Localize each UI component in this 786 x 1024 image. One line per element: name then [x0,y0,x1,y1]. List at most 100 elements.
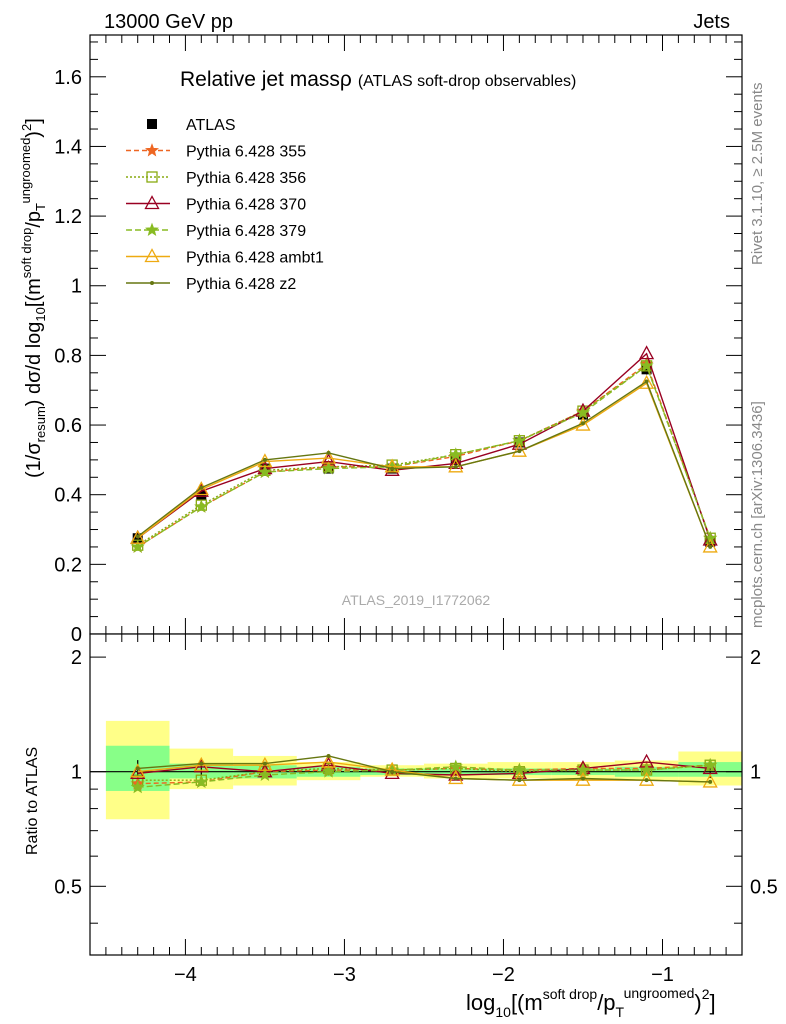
y-tick-label: 1.2 [54,206,82,228]
ratio-point [326,753,331,758]
series-line-p356 [137,364,711,546]
x-tick-label: −3 [333,964,356,986]
data-point [638,374,655,389]
ratio-point [511,771,527,786]
ratio-plot-area [90,634,742,955]
data-point [130,529,146,544]
ratio-point [638,771,655,786]
x-tick-label: −4 [174,964,197,986]
main-plot-area [90,35,742,634]
y-tick-label: 0.2 [54,554,82,576]
ratio-point [130,765,146,780]
x-tick-label: −2 [492,964,515,986]
data-point [702,538,718,553]
legend-marker [145,222,159,236]
ratio-line-z2 [137,755,711,783]
y-tick-label: 0.6 [54,415,82,437]
ratio-point [580,776,585,781]
data-point [708,544,713,549]
data-point [390,466,395,471]
data-point [580,421,585,426]
data-point [644,379,649,384]
series-line-z2 [137,380,711,548]
legend-label: Pythia 6.428 379 [186,223,306,240]
ratio-y-tick-label: 0.5 [54,876,82,898]
analysis-watermark: ATLAS_2019_I1772062 [342,592,491,608]
data-point [199,485,204,490]
legend-entry-p355: Pythia 6.428 355 [126,143,306,161]
ratio-point [703,757,718,772]
header-right: Jets [693,11,730,33]
data-point [326,450,331,455]
data-point [448,447,463,461]
legend-marker [144,248,160,263]
legend-marker [145,143,159,157]
legend-marker [147,119,157,129]
data-point [517,449,522,454]
data-point [257,464,272,478]
data-point [262,457,267,462]
ratio-y-axis-label: Ratio to ATLAS [24,747,41,855]
data-point [705,536,716,547]
ratio-point [130,779,145,794]
ratio-point [199,761,204,766]
ratio-frame [89,633,743,956]
ratio-line-ambt1 [137,761,711,783]
ratio-point [320,753,337,768]
data-point [384,458,400,473]
ratio-point [448,759,463,773]
data-point [194,499,209,513]
ratio-y-tick-label-right: 1 [750,762,761,784]
mcplots-label: mcplots.cern.ch [arXiv:1306.3436] [749,401,766,628]
ratio-point [194,774,209,788]
ratio-y-tick-label-right: 2 [750,647,761,669]
data-point [321,461,336,475]
ratio-y-tick-label: 2 [71,647,82,669]
x-axis-label: log10[(msoft drop/pTungroomed)2] [466,985,716,1020]
ratio-point [644,778,649,783]
ratio-point [453,776,458,781]
series-line-p379 [137,364,711,548]
y-tick-label: 0.8 [54,345,82,367]
ratio-point [130,763,146,778]
ratio-point [390,769,395,774]
legend-label: Pythia 6.428 z2 [186,276,296,293]
ratio-point [257,767,272,781]
legend-entry-atlas: ATLAS [147,117,236,134]
data-point [135,534,140,539]
y-axis-label: (1/σresum) dσ/d log10[(msoft drop/pTungr… [18,118,48,478]
legend-label: ATLAS [186,117,236,134]
header-left: 13000 GeV pp [104,11,233,33]
legend-entry-p356: Pythia 6.428 356 [126,170,306,187]
ratio-point [517,778,522,783]
legend-label: Pythia 6.428 370 [186,197,306,214]
ratio-point [702,773,718,788]
data-point [453,464,458,469]
ratio-point [135,766,140,771]
legend-entry-p379: Pythia 6.428 379 [126,222,306,240]
x-tick-label: −1 [651,964,674,986]
legend-entry-p370: Pythia 6.428 370 [126,195,306,214]
y-tick-label: 0 [71,624,82,646]
data-point [639,358,654,372]
data-point [641,364,652,375]
ratio-series-z2 [135,753,713,784]
rivet-label: Rivet 3.1.10, ≥ 2.5M events [749,83,766,266]
legend-label: Pythia 6.428 356 [186,170,306,187]
data-point [193,481,209,496]
series-line-p355 [137,362,711,548]
data-point [130,539,145,553]
y-tick-label: 1.4 [54,136,82,158]
chart-title: Relative jet massρ (ATLAS soft-drop obser… [180,68,576,91]
series-z2 [135,379,713,549]
main-panel: 0 0.2 0.4 0.6 0.8 1 1.2 1.4 1.6 ATLAS Pythia 6.428… [54,34,743,646]
legend-marker [144,195,160,210]
legend-entry-z2: Pythia 6.428 z2 [126,276,296,293]
y-tick-label: 0.4 [54,485,82,507]
legend-label: Pythia 6.428 355 [186,144,306,161]
series-line-ambt1 [137,382,711,548]
ratio-point [262,761,267,766]
y-tick-label: 1 [71,276,82,298]
ratio-y-tick-label: 1 [71,762,82,784]
